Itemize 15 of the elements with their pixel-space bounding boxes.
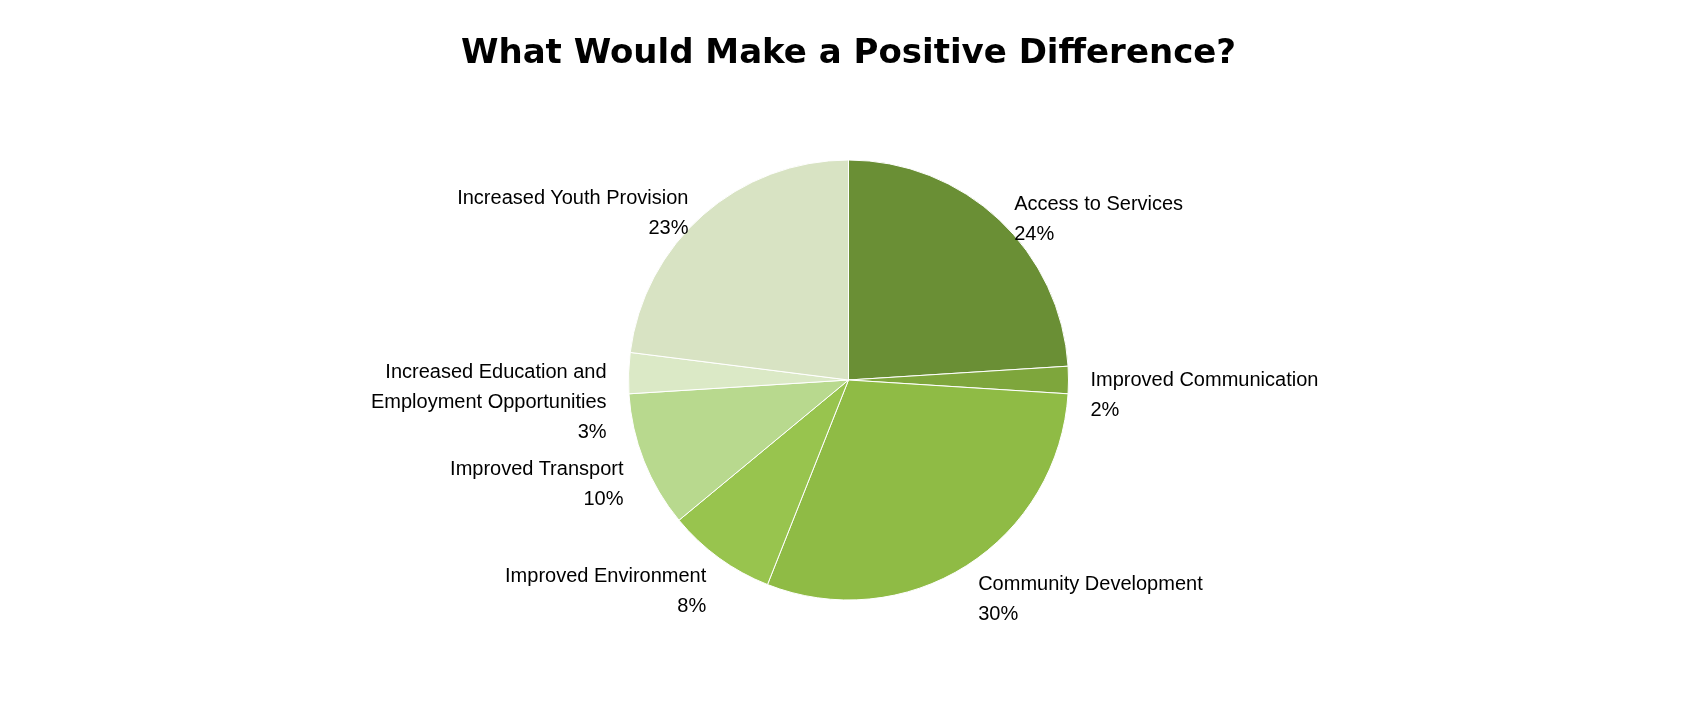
data-label: 24% (1014, 221, 1055, 244)
chart-title: What Would Make a Positive Difference? (460, 31, 1237, 71)
data-label: 30% (978, 602, 1019, 625)
data-label: 10% (583, 487, 624, 510)
data-label: 3% (577, 420, 607, 443)
data-label: 2% (1090, 398, 1120, 420)
slice-label: Improved Environment (505, 563, 707, 586)
data-label: 8% (677, 593, 707, 616)
slice-label: Access to Services (1014, 191, 1184, 214)
slice-label: Improved Transport (450, 457, 624, 480)
slice-label: Community Development (978, 572, 1204, 595)
slice-label: Increased Education and Employment Opportunities (370, 360, 607, 413)
slice-label: Improved Communication (1090, 368, 1319, 390)
slice-label: Increased Youth Provision (457, 186, 689, 209)
data-label: 23% (648, 216, 689, 239)
